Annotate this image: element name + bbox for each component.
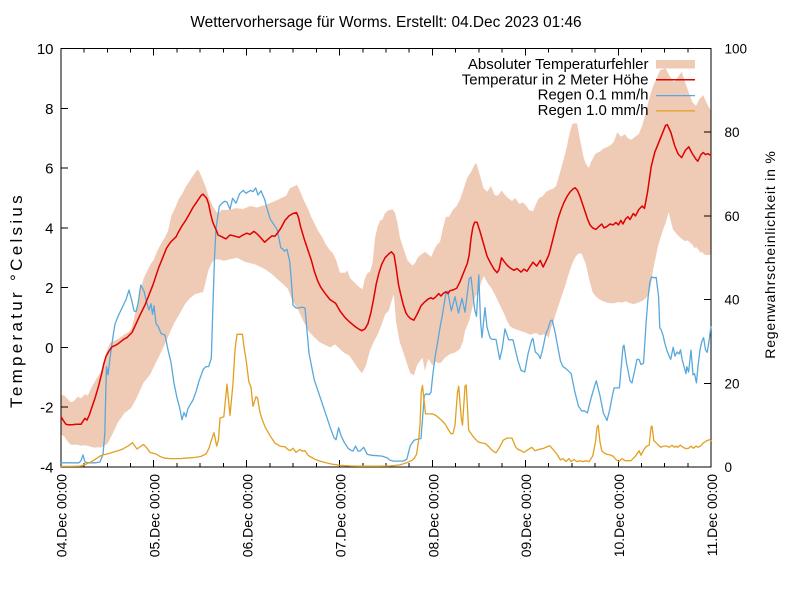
svg-text:Temperatur in 2 Meter Höhe: Temperatur in 2 Meter Höhe [462, 71, 649, 88]
svg-text:08.Dec 00:00: 08.Dec 00:00 [425, 474, 441, 557]
svg-text:Temperatur °Celsius: Temperatur °Celsius [7, 192, 26, 408]
svg-text:10: 10 [37, 41, 54, 58]
svg-text:80: 80 [725, 125, 740, 140]
svg-text:2: 2 [45, 280, 53, 297]
svg-text:Wettervorhersage für Worms. Er: Wettervorhersage für Worms. Erstellt: 04… [190, 14, 581, 31]
svg-text:10.Dec 00:00: 10.Dec 00:00 [611, 474, 627, 557]
svg-text:60: 60 [725, 209, 740, 224]
svg-text:4: 4 [45, 220, 53, 237]
svg-text:09.Dec 00:00: 09.Dec 00:00 [518, 474, 534, 557]
svg-text:6: 6 [45, 161, 53, 178]
svg-text:8: 8 [45, 101, 53, 118]
svg-text:20: 20 [725, 376, 740, 391]
svg-text:Regen 0.1 mm/h: Regen 0.1 mm/h [538, 87, 649, 104]
svg-text:Regenwahrscheinlichkeit in %: Regenwahrscheinlichkeit in % [762, 150, 778, 358]
svg-text:40: 40 [725, 293, 740, 308]
svg-text:0: 0 [725, 460, 733, 475]
svg-text:06.Dec 00:00: 06.Dec 00:00 [239, 474, 255, 557]
svg-text:0: 0 [45, 340, 53, 357]
svg-text:Regen 1.0 mm/h: Regen 1.0 mm/h [538, 102, 649, 119]
svg-text:07.Dec 00:00: 07.Dec 00:00 [332, 474, 348, 557]
svg-text:100: 100 [725, 42, 748, 57]
svg-text:04.Dec 00:00: 04.Dec 00:00 [54, 474, 70, 557]
svg-text:-4: -4 [40, 460, 53, 477]
svg-text:05.Dec 00:00: 05.Dec 00:00 [147, 474, 163, 557]
svg-text:11.Dec 00:00: 11.Dec 00:00 [704, 474, 720, 556]
svg-text:Absoluter Temperaturfehler: Absoluter Temperaturfehler [468, 56, 649, 73]
svg-text:-2: -2 [40, 400, 53, 417]
